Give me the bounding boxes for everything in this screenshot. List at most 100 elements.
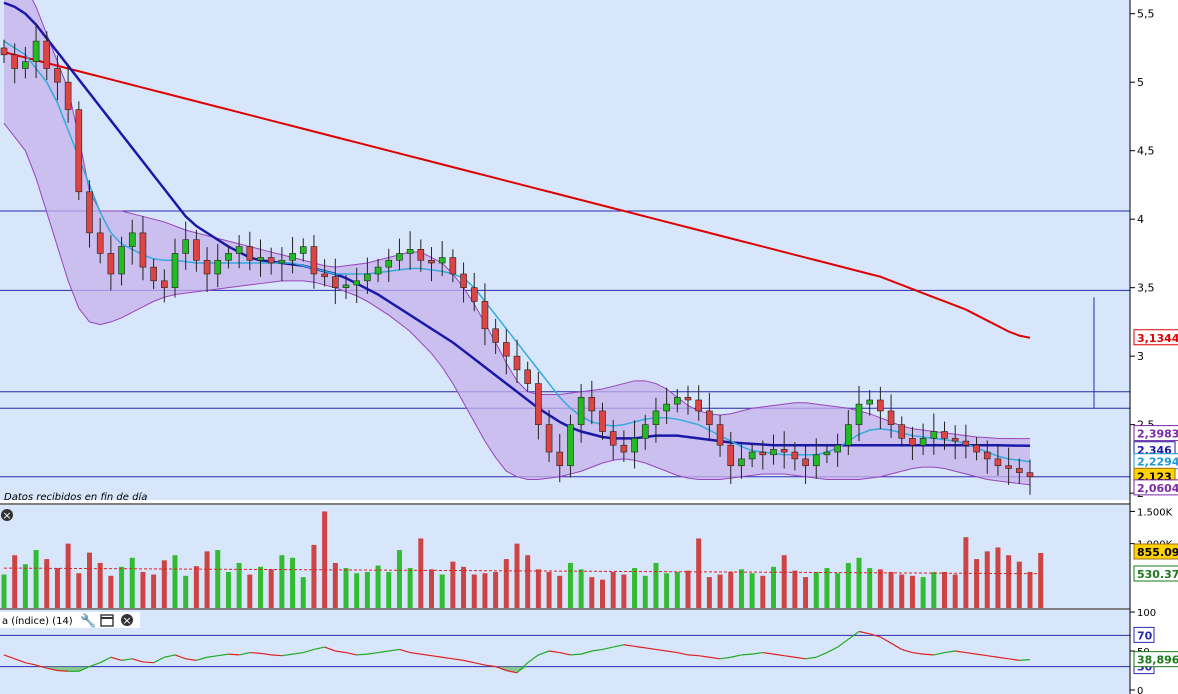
candle-body bbox=[438, 257, 446, 264]
rsi-oversold-fill bbox=[4, 666, 1030, 673]
rsi-segment bbox=[1008, 658, 1020, 661]
rsi-segment bbox=[837, 638, 849, 648]
candle-body bbox=[503, 342, 510, 357]
rsi-segment bbox=[965, 651, 977, 655]
volume-bar bbox=[290, 557, 296, 608]
rsi-segment bbox=[249, 651, 261, 654]
volume-bar bbox=[12, 555, 18, 608]
rsi-segment bbox=[260, 652, 272, 656]
rsi-segment bbox=[976, 653, 988, 657]
candle-body bbox=[866, 399, 873, 405]
volume-bar bbox=[54, 568, 60, 608]
candle-body bbox=[96, 232, 104, 254]
volume-bar bbox=[386, 571, 392, 608]
rsi-y-axis: 100500 bbox=[1130, 608, 1156, 694]
rsi-segment bbox=[933, 651, 945, 656]
volume-bar bbox=[354, 573, 360, 608]
y-tick-label: 4,5 bbox=[1137, 145, 1155, 158]
candle-body bbox=[481, 301, 489, 330]
volume-bar bbox=[44, 559, 50, 608]
candle-body bbox=[513, 355, 521, 371]
window-icon bbox=[100, 614, 114, 627]
volume-bar bbox=[952, 574, 958, 608]
band-upper-label: 2,3983 bbox=[1137, 428, 1178, 441]
candle-body bbox=[406, 249, 414, 254]
volume-bar bbox=[1, 574, 7, 608]
candle-body bbox=[289, 253, 296, 261]
rsi-segment bbox=[388, 648, 400, 652]
close-volume-button[interactable]: × bbox=[1, 509, 13, 522]
candle-body bbox=[641, 424, 649, 439]
candle-body bbox=[609, 431, 617, 446]
rsi-segment bbox=[613, 644, 625, 648]
rsi-segment bbox=[794, 656, 806, 660]
close-rsi-button[interactable]: × bbox=[121, 614, 133, 627]
rsi-segment bbox=[206, 655, 218, 658]
rsi-segment bbox=[484, 664, 496, 668]
rsi-title: a (índice) (14) bbox=[2, 615, 73, 627]
candle-body bbox=[535, 383, 542, 425]
volume-last-label: 855.096 bbox=[1137, 546, 1178, 559]
candle-body bbox=[887, 410, 895, 425]
volume-bar bbox=[322, 511, 328, 608]
candle-body bbox=[32, 40, 40, 62]
candle-body bbox=[428, 259, 435, 264]
candle-body bbox=[225, 253, 232, 261]
rsi-segment bbox=[174, 654, 186, 660]
candle-body bbox=[545, 424, 553, 453]
candle-body bbox=[577, 396, 585, 425]
window-button[interactable] bbox=[100, 614, 114, 627]
candle-body bbox=[716, 424, 724, 446]
volume-bar bbox=[835, 573, 841, 608]
volume-bar bbox=[151, 574, 157, 608]
volume-bar bbox=[375, 565, 381, 608]
candle-body bbox=[909, 438, 916, 446]
rsi-segment bbox=[324, 646, 336, 652]
volume-bar bbox=[471, 574, 477, 608]
candle-body bbox=[759, 451, 767, 456]
candle-body bbox=[310, 246, 318, 275]
candlestick-series bbox=[0, 23, 1034, 495]
band-fill bbox=[4, 0, 1030, 485]
rsi-70-label: 70 bbox=[1137, 629, 1153, 642]
candle-body bbox=[898, 424, 906, 439]
candle-body bbox=[695, 399, 702, 412]
volume-bar bbox=[300, 577, 306, 608]
volume-bar bbox=[803, 577, 809, 608]
rsi-segment bbox=[367, 651, 379, 655]
close-icon: × bbox=[122, 614, 131, 627]
candle-body bbox=[11, 54, 18, 69]
volume-bar bbox=[781, 555, 787, 608]
candle-body bbox=[567, 424, 574, 467]
rsi-segment bbox=[559, 651, 571, 656]
wrench-button[interactable]: 🔧 bbox=[80, 612, 96, 629]
rsi-segment bbox=[463, 659, 475, 664]
volume-bar bbox=[760, 575, 766, 608]
band-lower-label-box bbox=[1133, 479, 1178, 496]
candle-body bbox=[460, 273, 467, 288]
candle-body bbox=[1026, 472, 1034, 478]
candle-body bbox=[64, 81, 72, 110]
candle-body bbox=[780, 449, 788, 453]
volume-bar bbox=[407, 568, 413, 608]
rsi-segment bbox=[709, 656, 721, 660]
candle-body bbox=[845, 424, 852, 446]
candle-body bbox=[983, 451, 991, 460]
rsi-segment bbox=[687, 654, 699, 657]
candle-body bbox=[235, 246, 243, 254]
rsi-segment bbox=[196, 656, 208, 661]
rsi-segment bbox=[752, 651, 763, 655]
red-ma-label: 3,1344 bbox=[1137, 332, 1178, 345]
volume-bar bbox=[920, 577, 926, 608]
candle-body bbox=[492, 328, 499, 343]
volume-bar bbox=[172, 555, 178, 608]
volume-bar bbox=[161, 560, 167, 608]
candle-body bbox=[748, 451, 756, 460]
volume-bar bbox=[503, 559, 509, 608]
volume-avg-line bbox=[3, 567, 1041, 575]
candle-body bbox=[203, 259, 211, 275]
candle-body bbox=[417, 249, 425, 261]
volume-bar bbox=[247, 574, 253, 608]
volume-bar bbox=[439, 574, 445, 608]
